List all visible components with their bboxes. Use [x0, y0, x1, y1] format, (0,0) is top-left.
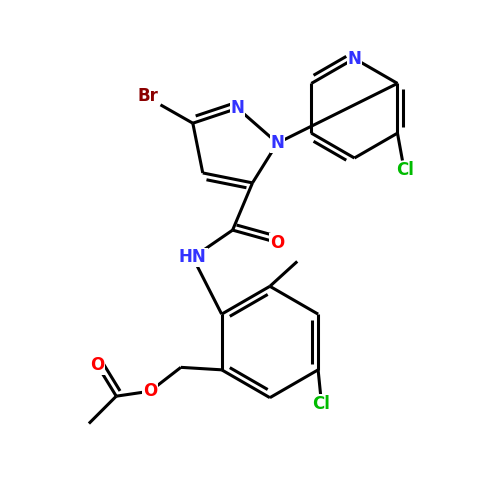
Text: Cl: Cl [312, 394, 330, 412]
Text: O: O [143, 382, 157, 400]
Text: N: N [230, 100, 244, 117]
Text: HN: HN [179, 248, 206, 266]
Text: N: N [348, 50, 362, 68]
Text: Br: Br [138, 87, 158, 105]
Text: N: N [270, 134, 284, 152]
Text: O: O [270, 234, 284, 252]
Text: O: O [90, 356, 104, 374]
Text: Cl: Cl [396, 162, 414, 180]
